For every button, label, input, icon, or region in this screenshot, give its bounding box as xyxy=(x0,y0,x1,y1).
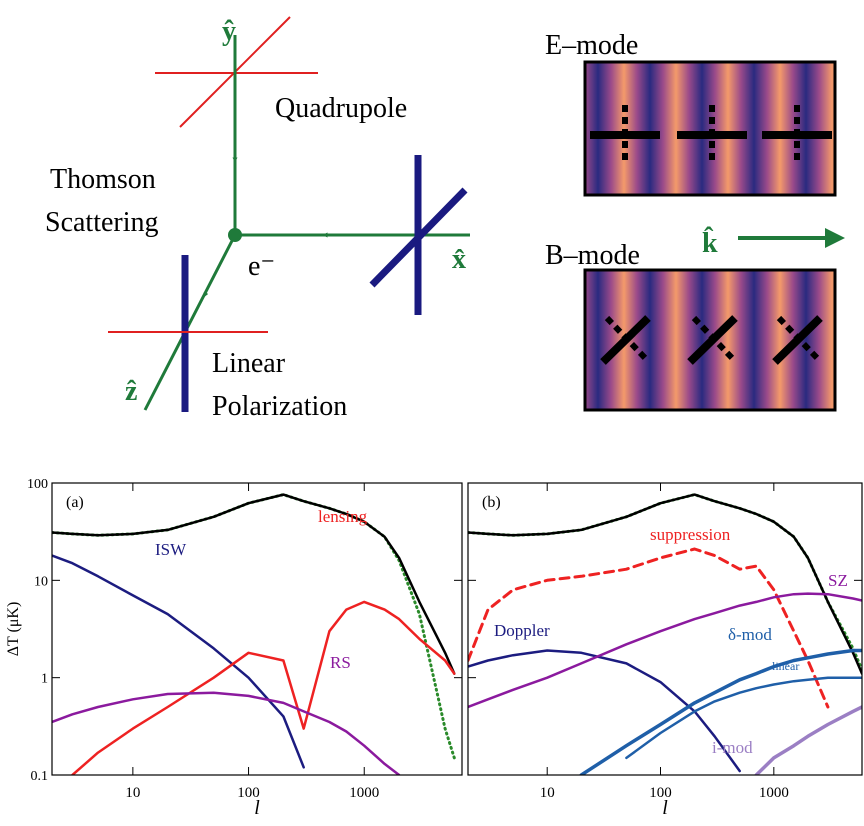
series-label: Doppler xyxy=(494,621,550,640)
series-line xyxy=(52,493,456,675)
label: Thomson xyxy=(50,164,156,195)
chart: 10 100 1000 l (b) suppression Doppler SZ δ-mod li… xyxy=(467,482,863,819)
series-line xyxy=(468,592,862,709)
series-line xyxy=(625,676,862,760)
plot-frame xyxy=(51,482,463,776)
series-line xyxy=(754,705,862,775)
axis-label: k̂ xyxy=(702,226,718,259)
series-line xyxy=(468,649,741,773)
panel-label: (a) xyxy=(66,494,84,511)
series-label: SZ xyxy=(828,571,848,590)
y-tick-label: 0.1 xyxy=(31,769,49,784)
label: Scattering xyxy=(45,207,159,238)
series-line xyxy=(71,600,456,775)
plot-frame xyxy=(467,482,863,776)
label: Quadrupole xyxy=(275,93,407,124)
x-axis-label: l xyxy=(662,797,668,819)
e-mode-pattern xyxy=(583,60,837,197)
label: Polarization xyxy=(212,391,347,422)
series-label: RS xyxy=(330,653,351,672)
x-tick-label: 10 xyxy=(540,785,555,801)
axis-label: ŷ xyxy=(222,16,236,47)
series-line xyxy=(52,554,305,769)
axis-label: x̂ xyxy=(452,244,466,275)
x-axis-label: l xyxy=(254,797,260,819)
series-line xyxy=(52,691,401,775)
series-label: ISW xyxy=(155,540,187,559)
x-tick-label: 10 xyxy=(125,785,140,801)
mode-patterns: E–mode B–mode k̂ xyxy=(545,30,845,412)
series-label: δ-mod xyxy=(728,625,772,644)
x-tick-label: 1000 xyxy=(349,785,379,801)
panel-label: (b) xyxy=(482,494,501,511)
series-label: linear xyxy=(772,659,799,673)
series-line xyxy=(579,648,862,775)
label: E–mode xyxy=(545,30,638,61)
x-tick-label: 100 xyxy=(649,785,672,801)
series-line xyxy=(468,547,830,709)
series-label: suppression xyxy=(650,525,731,544)
y-tick-label: 100 xyxy=(27,477,48,492)
electron xyxy=(228,228,242,242)
e-mode-marks xyxy=(590,105,832,165)
y-tick-label: 1 xyxy=(41,672,48,687)
series-label: lensing xyxy=(318,507,368,526)
label: B–mode xyxy=(545,240,640,271)
z-ray xyxy=(143,234,237,411)
x-tick-label: 100 xyxy=(237,785,260,801)
label: e⁻ xyxy=(248,251,275,282)
scattering-diagram: ŷ x̂ ẑ Quadrupole Thomson Scattering e⁻ … xyxy=(45,16,470,422)
polarization-bar xyxy=(369,187,468,288)
y-tick-label: 10 xyxy=(34,574,48,589)
y-axis-label: ΔT (μK) xyxy=(5,602,22,657)
series-line xyxy=(468,493,862,675)
series-line xyxy=(468,493,862,672)
series-label: i-mod xyxy=(712,738,753,757)
x-tick-label: 1000 xyxy=(759,785,789,801)
axis-label: ẑ xyxy=(125,376,137,407)
label: Linear xyxy=(212,348,286,379)
b-mode-marks xyxy=(600,315,823,365)
